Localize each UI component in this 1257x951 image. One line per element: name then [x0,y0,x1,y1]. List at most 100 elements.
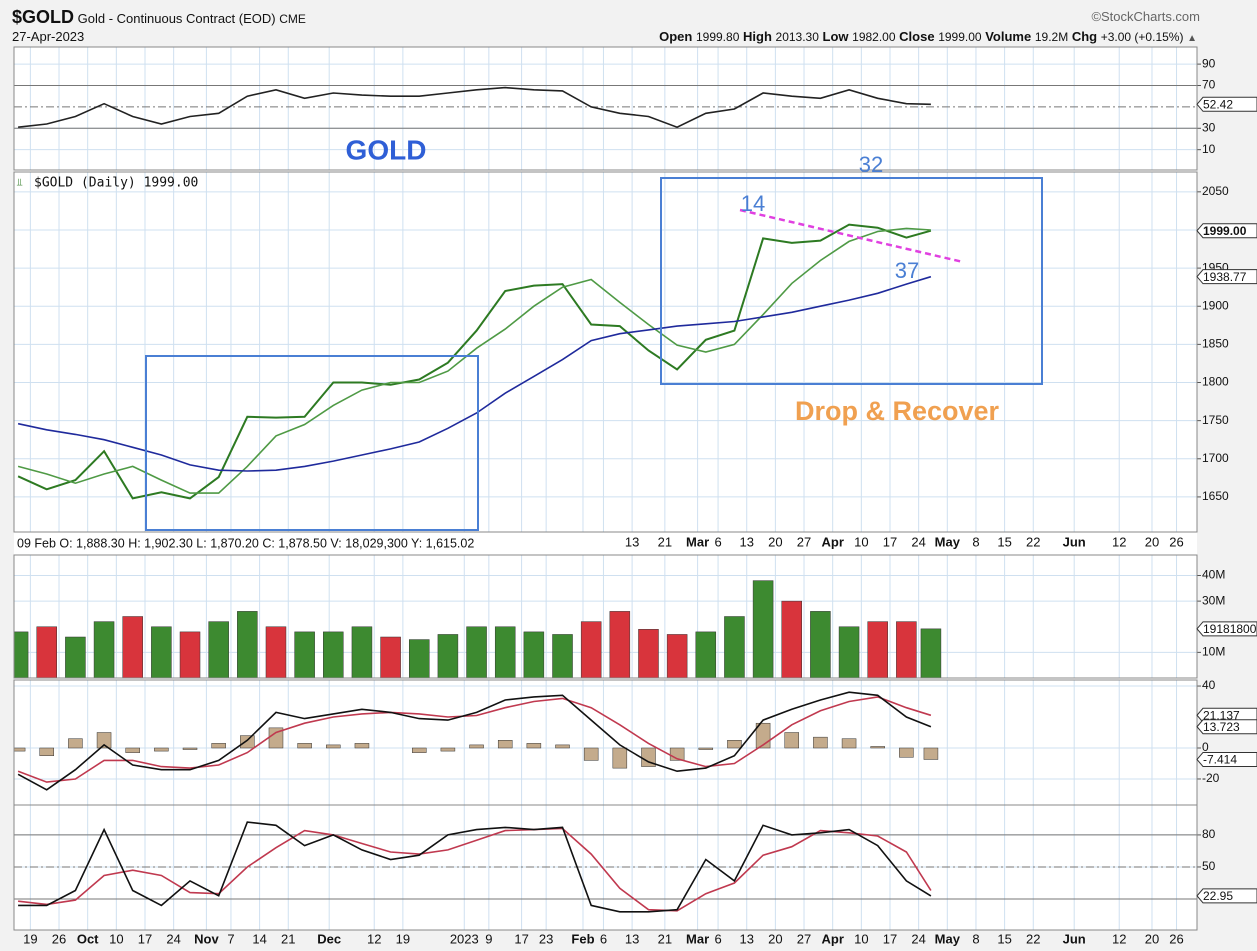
histogram [698,747,714,750]
bar [122,616,143,678]
x-tick-label: 6 [600,931,607,946]
histogram [411,747,427,753]
bar [351,626,373,678]
x-tick-label: 21 [658,931,672,946]
x-tick-label: 17 [883,534,897,549]
y-tick-label: 80 [1202,827,1216,841]
histogram [125,747,140,753]
x-tick-label: 20 [768,534,782,549]
value-tag [1196,719,1257,735]
value-tag [1196,751,1257,767]
panel-border [13,554,1198,679]
stat-value: 2013.30 [775,30,819,44]
trend-line [739,208,964,264]
value-tag [1196,621,1257,637]
bar [838,626,860,678]
stat-label: High [743,29,772,44]
y-tick-label: 1750 [1202,413,1229,427]
x-tick-label: 19 [396,931,410,946]
x-tick-label: 27 [797,931,811,946]
x-tick-label: 9 [485,931,492,946]
x-tick-label: 26 [52,931,66,946]
y-tick-label: 90 [1202,56,1216,70]
bar [724,616,745,678]
bar [752,580,774,678]
histogram [154,747,169,752]
panel [14,47,1197,170]
value-tag-label: 13.723 [1203,720,1240,734]
x-tick-label: May [935,534,961,549]
bar [237,611,258,678]
exchange: CME [279,12,306,26]
bar [93,621,115,678]
x-tick-label: 26 [1169,534,1183,549]
y-tick-label: 2050 [1202,184,1229,198]
x-tick-label: 13 [625,931,639,946]
stat-label: Low [822,29,849,44]
y-tick-label: 30 [1202,120,1216,134]
bar [920,628,942,678]
x-tick-label: 13 [739,931,753,946]
x-tick-label: 24 [166,931,180,946]
histogram [784,732,800,749]
x-tick-label: 6 [714,534,721,549]
x-tick-label: 27 [797,534,811,549]
y-tick-label: 0 [1202,740,1209,754]
histogram [182,747,198,750]
instrument: Gold - Continuous Contract (EOD) [77,11,276,26]
source: ©StockCharts.com [1091,9,1200,24]
y-tick-label: 10M [1202,645,1225,659]
histogram [39,747,54,756]
x-tick-label: 6 [714,931,721,946]
histogram [354,743,370,749]
box [145,355,479,531]
panel [14,805,1197,930]
bar [294,631,315,678]
bar [638,629,659,678]
value-tag [1196,269,1257,285]
histogram [555,744,570,749]
histogram [497,740,513,749]
x-tick-label: 8 [972,534,979,549]
value-tag [1196,223,1257,239]
y-tick-label: 30M [1202,593,1225,607]
bar [494,626,516,678]
value-tag-label: 21.137 [1203,708,1240,722]
y-tick-label: 1650 [1202,489,1229,503]
x-tick-label: 20 [1145,534,1159,549]
panel-border [13,171,1198,533]
x-tick-label: Jun [1063,931,1086,946]
x-tick-label: 20 [768,931,782,946]
y-tick-label: 1700 [1202,451,1229,465]
y-tick-label: 1850 [1202,337,1229,351]
y-tick-label: -20 [1202,771,1220,785]
box [660,177,1043,385]
series-line [18,86,931,129]
bar [380,636,401,678]
x-tick-label: 15 [997,534,1011,549]
header-title: $GOLD Gold - Continuous Contract (EOD) C… [12,7,306,28]
x-tick-label: 17 [883,931,897,946]
x-tick-label: 14 [252,931,266,946]
bar [36,626,57,678]
series-line [17,275,932,472]
x-tick-label: 24 [911,534,925,549]
histogram [612,747,628,769]
x-tick-label: 8 [972,931,979,946]
x-tick-label: 13 [625,534,639,549]
bar [666,634,688,678]
bar [437,634,459,678]
x-tick-label: 2023 [450,931,479,946]
bar [466,626,487,678]
series-line [17,227,931,494]
annotation: 32 [859,152,883,177]
x-tick-label: Dec [317,931,341,946]
x-tick-label: Mar [686,931,709,946]
series-line [17,691,932,791]
histogram [870,746,885,749]
histogram [813,736,828,749]
bar [265,626,287,678]
panel-border [13,804,1198,931]
x-tick-label: 19 [23,931,37,946]
